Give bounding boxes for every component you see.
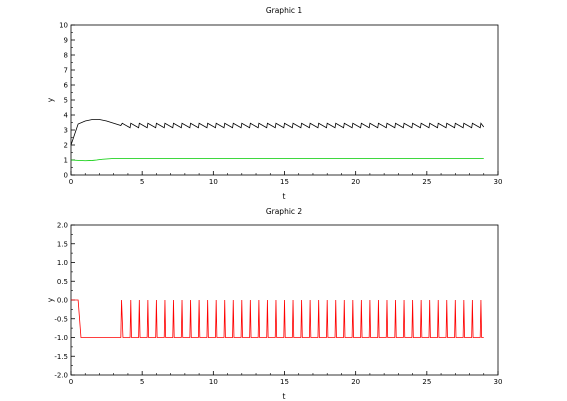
- y-tick-label: -0.5: [54, 315, 68, 323]
- y-tick-label: 2.0: [57, 222, 68, 230]
- y-tick-label: 1.0: [57, 259, 68, 267]
- x-tick-label: 10: [209, 378, 218, 386]
- x-tick-label: 5: [140, 178, 144, 186]
- x-tick-label: 20: [351, 378, 360, 386]
- chart-2-x-axis-label: t: [283, 392, 286, 401]
- chart-1-x-axis-label: t: [283, 192, 286, 201]
- y-tick-label: 6: [64, 82, 69, 90]
- x-tick-label: 10: [209, 178, 218, 186]
- chart-2-title: Graphic 2: [266, 207, 303, 216]
- y-tick-label: 1.5: [57, 240, 68, 248]
- chart-1-series-layer: [70, 119, 485, 162]
- x-tick-label: 0: [69, 378, 73, 386]
- x-tick-label: 0: [69, 178, 73, 186]
- chart-2-series-layer: [71, 299, 484, 338]
- x-tick-label: 20: [351, 178, 360, 186]
- chart-2-y-axis: -2.0 -1.5 -1.0 -0.5 0.0 0.5 1.0 1.5 2.0: [54, 222, 75, 380]
- y-tick-label: -2.0: [54, 372, 68, 380]
- y-tick-label: 1: [64, 157, 68, 165]
- y-tick-label: 0.0: [57, 297, 68, 305]
- y-tick-label: 8: [64, 52, 68, 60]
- x-tick-label: 15: [280, 378, 289, 386]
- x-tick-label: 25: [422, 178, 431, 186]
- x-tick-label: 5: [140, 378, 144, 386]
- chart-1-y-axis: 0 1 2 3 4 5 6 7 8 9 10: [59, 22, 75, 180]
- chart-1-series-1-line: [70, 119, 485, 146]
- y-tick-label: 3: [64, 127, 68, 135]
- chart-2-series-1-line: [71, 299, 484, 338]
- y-tick-label: 2: [64, 142, 68, 150]
- y-tick-label: 4: [64, 112, 69, 120]
- x-tick-label: 15: [280, 178, 289, 186]
- chart-2-y-axis-label: y: [46, 297, 55, 302]
- x-tick-label: 30: [494, 378, 503, 386]
- chart-1-series-2-line: [70, 158, 484, 162]
- chart-graphic-2: Graphic 2 0 5 10 15 20 25 30 -2.0 -1.5 -1.0 -0.5 0…: [46, 207, 502, 401]
- y-tick-label: 0: [64, 172, 68, 180]
- y-tick-label: -1.5: [54, 353, 68, 361]
- chart-graphic-1: Graphic 1 0 5 10 15 20 25 30 0 1 2 3 4 5 6 7 8 9 10 t y: [46, 6, 502, 201]
- chart-1-x-axis: 0 5 10 15 20 25 30: [69, 171, 503, 186]
- y-tick-label: 0.5: [57, 278, 68, 286]
- chart-2-x-axis: 0 5 10 15 20 25 30: [69, 371, 503, 386]
- y-tick-label: -1.0: [54, 334, 68, 342]
- y-tick-label: 10: [59, 22, 68, 30]
- y-tick-label: 5: [64, 97, 68, 105]
- y-tick-label: 9: [64, 37, 68, 45]
- x-tick-label: 30: [494, 178, 503, 186]
- y-tick-label: 7: [64, 67, 68, 75]
- chart-1-y-axis-label: y: [46, 97, 55, 102]
- x-tick-label: 25: [422, 378, 431, 386]
- chart-1-title: Graphic 1: [266, 6, 303, 15]
